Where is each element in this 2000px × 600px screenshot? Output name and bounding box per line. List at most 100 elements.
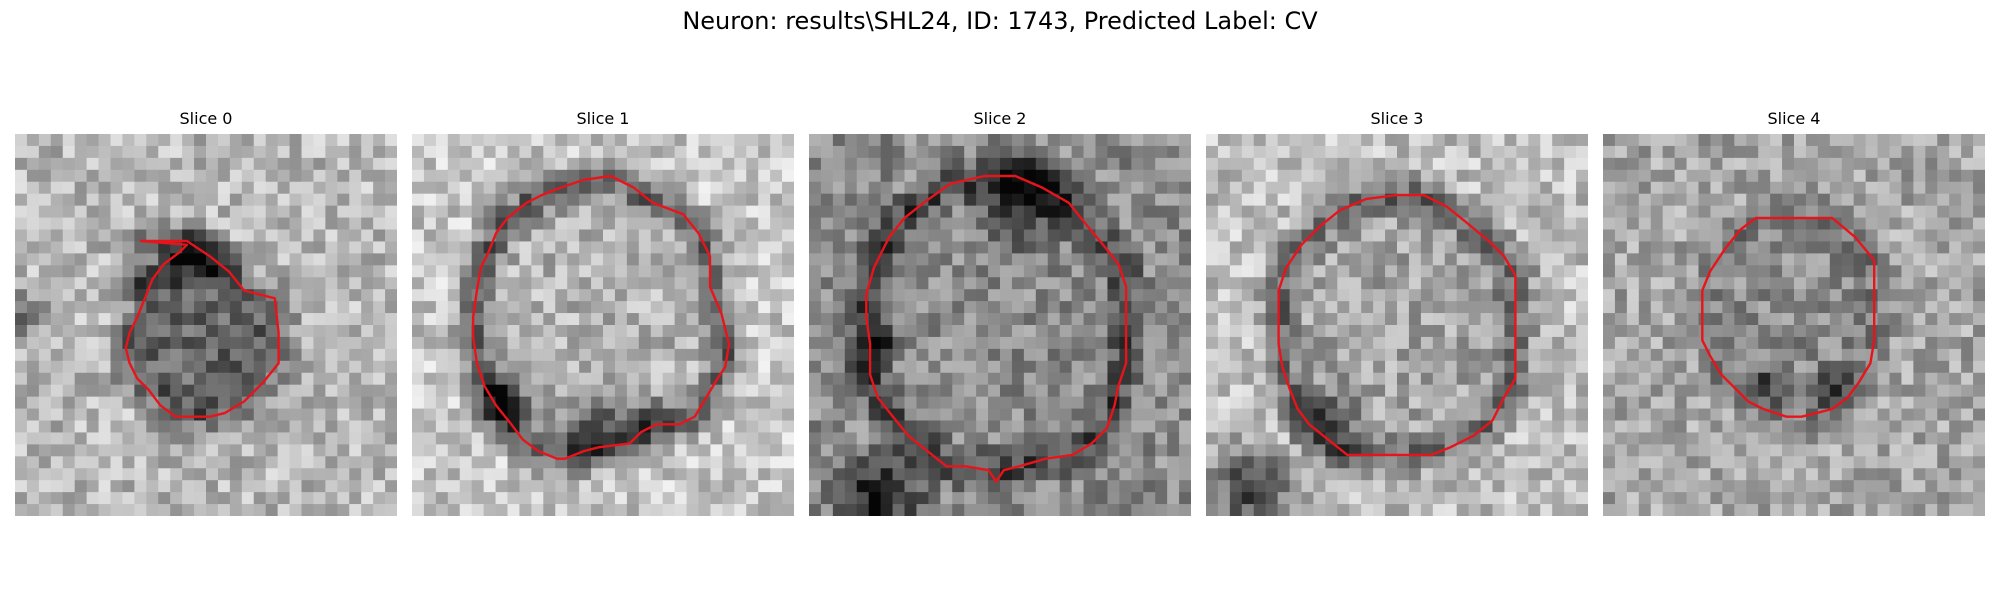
image-pixel [134,492,147,505]
image-pixel [952,313,965,326]
image-pixel [603,217,616,231]
image-pixel [110,336,124,350]
image-pixel [1638,396,1652,410]
image-pixel [1516,145,1529,159]
image-pixel [638,444,652,457]
image-pixel [543,492,556,505]
image-pixel [1047,289,1061,302]
image-pixel [447,277,461,290]
image-pixel [1576,408,1588,422]
image-pixel [86,432,100,445]
image-pixel [626,253,640,266]
image-pixel [1925,253,1938,266]
image-pixel [38,169,52,183]
image-pixel [1277,205,1291,219]
image-pixel [1444,420,1458,434]
image-pixel [74,277,88,290]
image-pixel [289,384,303,398]
image-pixel [952,384,965,398]
image-pixel [495,169,509,183]
image-pixel [1131,360,1144,374]
image-pixel [809,289,822,302]
image-pixel [313,348,326,362]
image-pixel [531,253,544,266]
image-pixel [289,205,303,219]
image-pixel [746,325,759,338]
image-pixel [1265,193,1279,207]
image-pixel [1143,468,1156,481]
image-pixel [650,277,664,290]
image-pixel [1059,480,1073,493]
image-pixel [1000,134,1013,147]
image-pixel [519,325,532,338]
image-pixel [1179,468,1191,481]
image-pixel [1889,241,1903,254]
image-pixel [1000,372,1013,386]
image-pixel [698,336,712,350]
image-pixel [289,456,303,469]
image-pixel [579,396,592,410]
image-pixel [459,229,473,243]
image-pixel [1901,169,1914,183]
image-pixel [1937,348,1950,362]
image-pixel [325,277,338,290]
image-pixel [1143,134,1156,147]
image-pixel [26,277,40,290]
image-pixel [710,360,723,374]
image-pixel [1179,384,1191,398]
image-pixel [1047,456,1061,469]
image-pixel [241,504,255,516]
image-pixel [567,336,580,350]
image-pixel [1289,241,1303,254]
image-pixel [1603,372,1616,386]
image-pixel [1217,217,1231,231]
image-pixel [603,432,616,445]
image-pixel [603,408,616,422]
image-pixel [385,480,397,493]
image-pixel [1217,432,1231,445]
image-pixel [1540,468,1553,481]
image-pixel [1552,456,1565,469]
image-pixel [1770,396,1783,410]
image-pixel [603,468,616,481]
image-pixel [1528,420,1541,434]
image-pixel [770,289,783,302]
image-pixel [1492,348,1506,362]
image-pixel [265,360,279,374]
image-pixel [1385,217,1398,231]
image-pixel [38,289,52,302]
image-pixel [1650,181,1664,195]
image-pixel [1937,372,1950,386]
image-pixel [217,145,231,159]
image-pixel [746,205,759,219]
image-pixel [686,384,700,398]
image-pixel [1734,348,1747,362]
image-pixel [868,253,882,266]
image-pixel [1576,301,1588,314]
image-pixel [1035,408,1049,422]
image-pixel [1638,444,1652,457]
image-pixel [555,217,568,231]
image-pixel [1925,396,1938,410]
image-pixel [809,396,822,410]
image-pixel [579,157,592,171]
image-pixel [698,253,712,266]
image-pixel [206,325,219,338]
image-pixel [313,504,326,516]
image-pixel [170,456,183,469]
image-pixel [940,492,953,505]
image-pixel [1000,289,1013,302]
image-pixel [1746,301,1759,314]
image-pixel [349,408,362,422]
image-pixel [1564,348,1577,362]
image-pixel [1337,301,1350,314]
image-pixel [289,492,303,505]
image-pixel [1686,169,1700,183]
image-pixel [916,480,929,493]
image-pixel [1817,241,1831,254]
image-pixel [471,134,485,147]
image-pixel [603,420,616,434]
image-pixel [904,313,918,326]
image-pixel [710,336,723,350]
image-pixel [1698,313,1712,326]
